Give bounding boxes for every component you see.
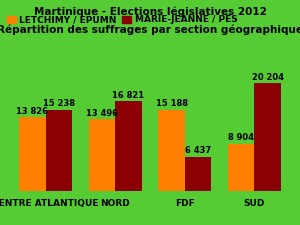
Bar bbox=[46, 110, 72, 191]
Legend: LETCHIMY / EPUMN, MARIE-JEANNE / PES: LETCHIMY / EPUMN, MARIE-JEANNE / PES bbox=[5, 14, 239, 26]
Text: 20 204: 20 204 bbox=[252, 73, 284, 82]
Bar bbox=[254, 83, 281, 191]
Text: 16 821: 16 821 bbox=[112, 91, 145, 100]
Text: 13 826: 13 826 bbox=[16, 107, 48, 116]
Bar bbox=[228, 144, 254, 191]
Bar bbox=[19, 117, 46, 191]
Text: 8 904: 8 904 bbox=[228, 133, 254, 142]
Bar bbox=[185, 157, 211, 191]
Text: 13 496: 13 496 bbox=[86, 108, 118, 117]
Bar bbox=[89, 119, 115, 191]
Text: 15 238: 15 238 bbox=[43, 99, 75, 108]
Text: Répartition des suffrages par section géographique: Répartition des suffrages par section gé… bbox=[0, 25, 300, 35]
Text: Martinique - Elections législatives 2012: Martinique - Elections législatives 2012 bbox=[34, 7, 266, 17]
Text: 15 188: 15 188 bbox=[156, 99, 188, 108]
Bar bbox=[158, 110, 185, 191]
Bar bbox=[115, 101, 142, 191]
Text: 6 437: 6 437 bbox=[185, 146, 211, 155]
